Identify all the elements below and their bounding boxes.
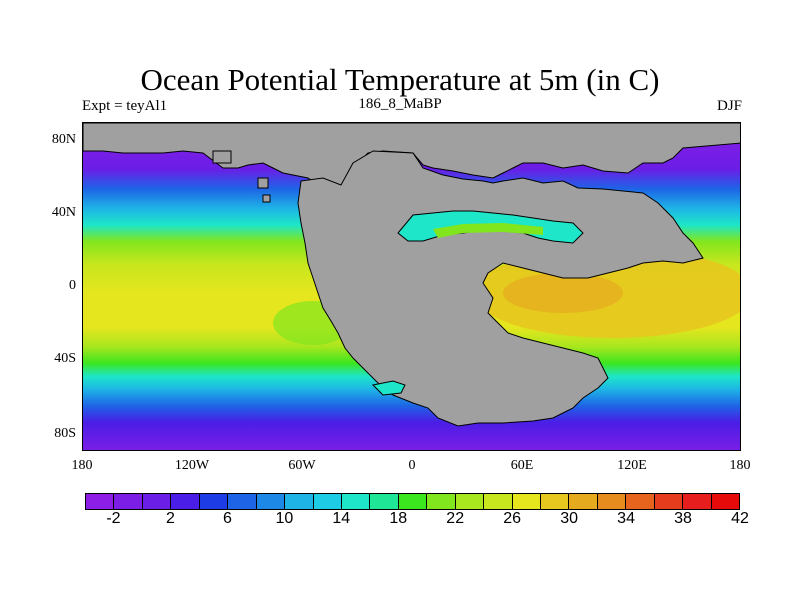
lon-label: 120E — [617, 458, 647, 473]
colorbar-label: 10 — [275, 510, 294, 527]
colorbar-label: 38 — [674, 510, 692, 527]
colorbar-box — [86, 494, 115, 509]
colorbar-box — [341, 494, 371, 509]
colorbar-label: 6 — [222, 510, 232, 527]
colorbar-box — [285, 494, 314, 509]
lon-label: 180 — [729, 458, 751, 473]
colorbar-box — [370, 494, 399, 509]
colorbar-box — [484, 494, 513, 509]
colorbar — [85, 493, 740, 510]
colorbar-label: 30 — [560, 510, 579, 527]
colorbar-box — [597, 494, 627, 509]
lon-label: 60E — [510, 458, 534, 473]
age-label: 186_8_MaBP — [358, 96, 442, 112]
colorbar-box — [512, 494, 541, 509]
colorbar-label: -2 — [106, 510, 121, 527]
colorbar-label: 18 — [389, 510, 408, 527]
colorbar-box — [427, 494, 456, 509]
lat-label: 0 — [69, 278, 76, 293]
colorbar-label: 26 — [503, 510, 522, 527]
lon-label: 120W — [174, 458, 210, 473]
colorbar-box — [228, 494, 257, 509]
lat-label: 80N — [51, 132, 76, 147]
colorbar-box — [256, 494, 286, 509]
colorbar-box — [142, 494, 172, 509]
lon-label: 60W — [288, 458, 316, 473]
colorbar-box — [171, 494, 200, 509]
lat-label: 80S — [54, 426, 76, 441]
colorbar-label: 22 — [446, 510, 465, 527]
colorbar-box — [455, 494, 485, 509]
map-title: Ocean Potential Temperature at 5m (in C) — [140, 62, 660, 97]
colorbar-label: 34 — [617, 510, 635, 527]
temperature-field — [83, 123, 740, 450]
colorbar-box — [199, 494, 229, 509]
season-label: DJF — [716, 98, 742, 114]
lon-label: 180 — [71, 458, 93, 473]
colorbar-box — [654, 494, 684, 509]
colorbar-label: 42 — [731, 510, 749, 527]
colorbar-box — [683, 494, 712, 509]
colorbar-box — [569, 494, 598, 509]
colorbar-box — [541, 494, 570, 509]
lat-label: 40N — [51, 205, 76, 220]
colorbar-box — [398, 494, 428, 509]
experiment-label: Expt = teyAl1 — [82, 98, 168, 114]
colorbar-label: 2 — [165, 510, 175, 527]
colorbar-box — [711, 494, 740, 509]
colorbar-box — [114, 494, 143, 509]
map-plot — [82, 122, 741, 451]
colorbar-label: 14 — [332, 510, 351, 527]
lat-label: 40S — [54, 351, 76, 366]
colorbar-box — [313, 494, 342, 509]
colorbar-box — [626, 494, 655, 509]
lon-label: 0 — [408, 458, 416, 473]
